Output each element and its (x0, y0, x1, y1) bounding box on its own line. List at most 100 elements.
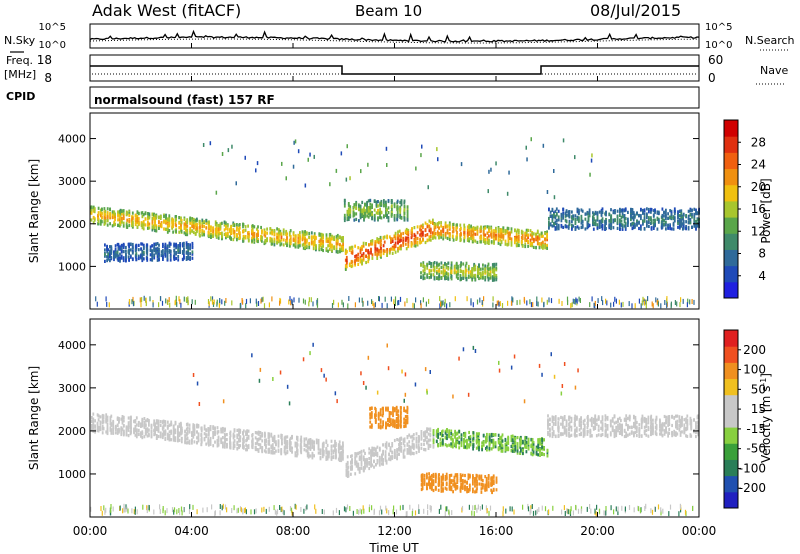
power-echo-cell (345, 261, 348, 265)
power-echo-cell (186, 219, 189, 223)
power-echo-cell (169, 253, 172, 257)
velocity-echo-cell (306, 454, 309, 458)
velocity-echo-cell (157, 434, 160, 439)
power-echo-cell (203, 233, 205, 237)
power-echo-cell (442, 273, 445, 278)
power-echo-cell (468, 237, 470, 241)
power-echo-cell (236, 228, 238, 232)
power-echo-cell (301, 243, 304, 247)
power-echo-cell (131, 242, 134, 247)
power-echo-cell (128, 251, 130, 256)
power-echo-cell (374, 252, 377, 256)
power-echo-cell (680, 211, 683, 215)
power-ground-cell (362, 301, 364, 307)
power-echo-cell (420, 224, 423, 228)
power-echo-cell (183, 217, 186, 221)
power-echo-cell (693, 216, 696, 220)
power-echo-cell (153, 216, 155, 221)
power-echo-cell (166, 218, 169, 222)
power-echo-cell (153, 224, 155, 228)
power-echo-cell (555, 218, 558, 223)
velocity-echo-cell (155, 419, 158, 423)
power-echo-cell (136, 218, 139, 222)
velocity-echo-cell (300, 435, 303, 439)
power-echo-cell (233, 235, 236, 239)
power-echo-cell (120, 246, 123, 250)
power-echo-cell (344, 267, 347, 271)
power-echo-cell (397, 246, 399, 251)
velocity-echo-cell (112, 431, 115, 435)
power-echo-cell (269, 236, 272, 241)
velocity-echo-cell (193, 432, 196, 436)
power-ground-cell (679, 302, 681, 308)
power-echo-cell (302, 236, 305, 240)
power-echo-cell (436, 266, 438, 270)
power-echo-cell (420, 234, 423, 238)
power-echo-cell (367, 206, 370, 210)
power-echo-cell (155, 243, 157, 247)
power-echo-cell (440, 261, 443, 265)
power-echo-cell (422, 269, 425, 273)
power-echo-cell (166, 230, 169, 234)
power-echo-cell (693, 207, 696, 211)
power-echo-cell (380, 216, 383, 220)
power-ground-cell (263, 303, 266, 309)
velocity-echo-cell (330, 452, 333, 456)
power-echo-cell (397, 230, 399, 234)
velocity-echo-cell (200, 427, 203, 431)
power-echo-cell (380, 249, 382, 253)
velocity-echo-cell (322, 441, 325, 445)
power-echo-cell (365, 242, 367, 246)
power-ground-cell (634, 303, 636, 309)
power-echo-cell (414, 241, 417, 245)
power-echo-cell (318, 232, 321, 236)
velocity-echo-cell (284, 452, 287, 456)
power-echo-cell (510, 241, 513, 245)
power-echo-cell (104, 252, 106, 257)
power-echo-cell (366, 206, 368, 210)
power-echo-cell (424, 233, 427, 238)
velocity-echo-cell (214, 432, 216, 436)
velocity-echo-cell (354, 452, 357, 456)
power-echo-cell (301, 230, 304, 234)
power-echo-cell (264, 234, 267, 238)
power-echo-cell (264, 240, 267, 244)
power-echo-cell (499, 228, 502, 232)
velocity-echo-cell (364, 460, 366, 464)
velocity-echo-cell (327, 451, 330, 455)
power-echo-cell (346, 213, 349, 217)
velocity-echo-cell (212, 444, 215, 448)
power-echo-cell (619, 227, 621, 231)
power-echo-cell (394, 244, 397, 248)
power-ground-cell (498, 301, 500, 307)
power-echo-cell (370, 251, 372, 255)
power-echo-cell (420, 228, 423, 232)
power-echo-cell (450, 277, 453, 281)
velocity-echo-cell (134, 427, 137, 431)
power-echo-cell (565, 225, 568, 229)
power-echo-cell (347, 215, 350, 219)
power-echo-cell (397, 233, 399, 237)
power-echo-cell (357, 262, 360, 266)
power-echo-cell (366, 201, 368, 205)
power-echo-cell (474, 239, 477, 243)
power-echo-cell (478, 276, 480, 281)
power-ground-cell (216, 299, 218, 305)
velocity-echo-cell (134, 420, 137, 424)
velocity-echo-cell (332, 451, 335, 455)
power-echo-cell (164, 242, 167, 246)
power-sparse-cell (209, 141, 212, 146)
power-echo-cell (685, 214, 687, 218)
power-echo-cell (445, 276, 448, 280)
power-ground-cell (187, 296, 189, 302)
power-echo-cell (474, 232, 477, 236)
power-echo-cell (682, 222, 685, 226)
power-echo-cell (581, 225, 584, 229)
power-echo-cell (383, 204, 385, 208)
power-echo-cell (189, 246, 191, 250)
power-echo-cell (106, 250, 108, 254)
velocity-echo-cell (245, 448, 247, 452)
power-echo-cell (187, 243, 190, 247)
power-echo-cell (450, 261, 453, 265)
power-echo-cell (669, 226, 671, 231)
